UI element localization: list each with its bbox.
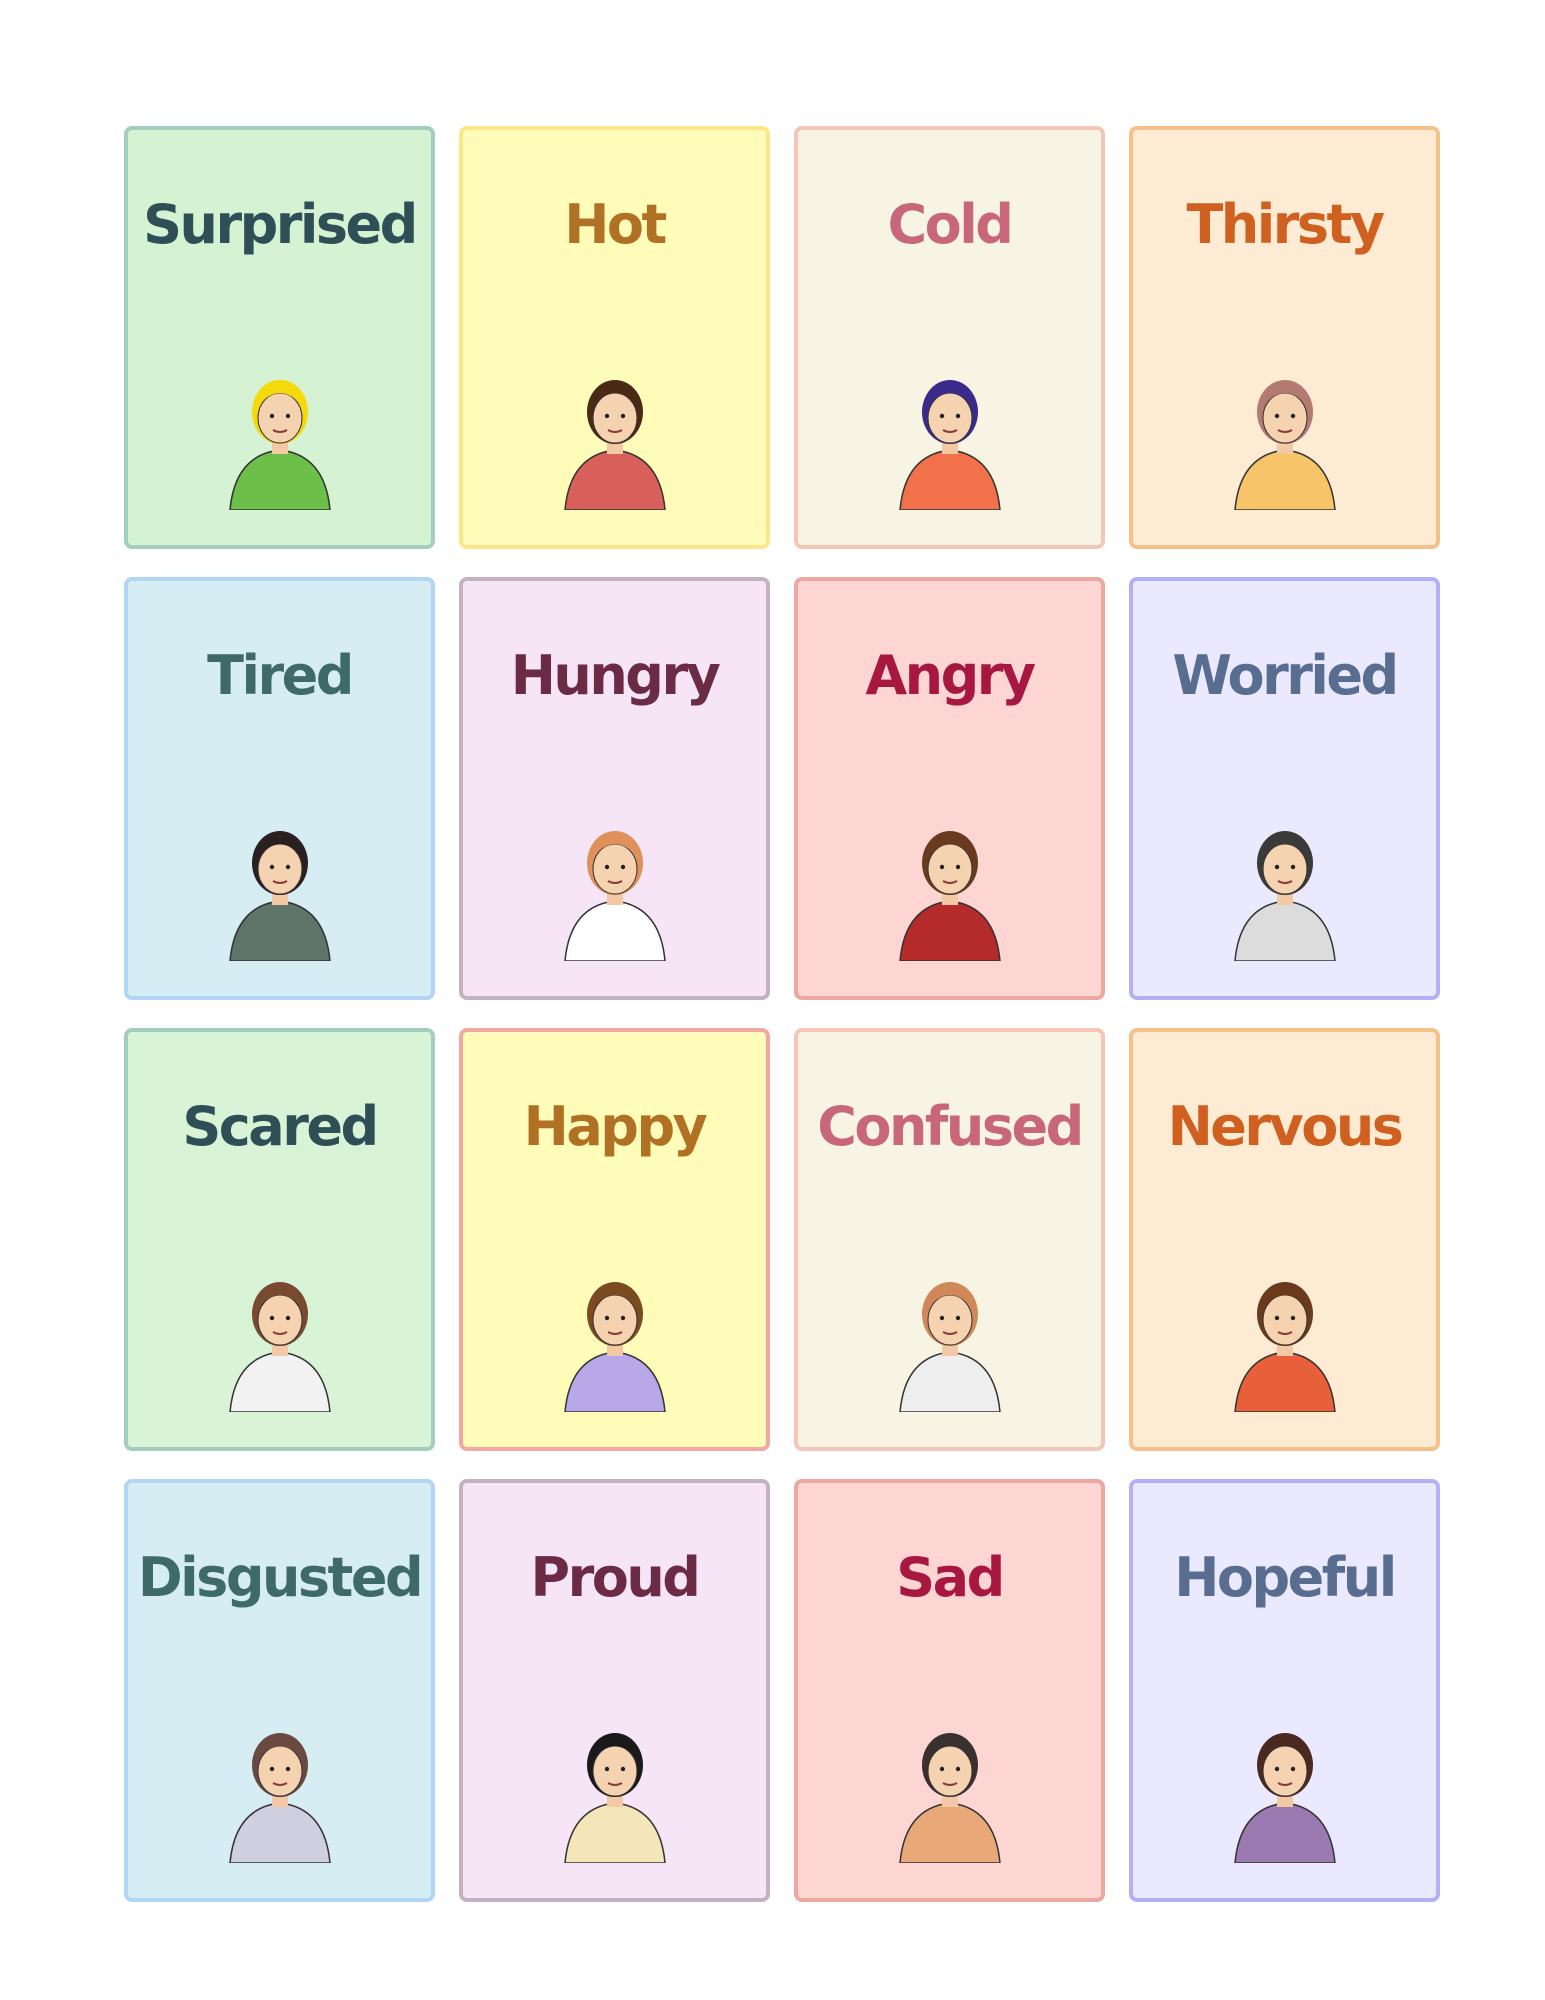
- emotion-label: Confused: [817, 1095, 1084, 1158]
- emotion-label: Disgusted: [137, 1546, 424, 1609]
- emotion-card-hungry: Hungry: [459, 577, 770, 1000]
- emotion-label: Angry: [865, 644, 1036, 707]
- emotion-card-sad: Sad: [794, 1479, 1105, 1902]
- flashcard-grid: Surprised Hot Cold Thirsty Tired Hungry Angry W…: [124, 126, 1440, 1902]
- emotion-card-tired: Tired: [124, 577, 435, 1000]
- emotion-label: Hopeful: [1174, 1546, 1397, 1609]
- surprised-woman-icon: [228, 380, 331, 510]
- emotion-card-thirsty: Thirsty: [1129, 126, 1440, 549]
- emotion-card-cold: Cold: [794, 126, 1105, 549]
- emotion-label: Surprised: [143, 193, 418, 256]
- emotion-label: Cold: [887, 193, 1014, 256]
- drinking-girl-icon: [1233, 380, 1336, 510]
- emotion-card-scared: Scared: [124, 1028, 435, 1451]
- tired-man-icon: [228, 831, 331, 961]
- emotion-label: Worried: [1172, 644, 1399, 707]
- worried-man-icon: [1233, 831, 1336, 961]
- emotion-label: Proud: [530, 1546, 701, 1609]
- scared-woman-icon: [228, 1282, 331, 1412]
- emotion-card-hopeful: Hopeful: [1129, 1479, 1440, 1902]
- emotion-card-proud: Proud: [459, 1479, 770, 1902]
- emotion-label: Hungry: [510, 644, 721, 707]
- nervous-boy-icon: [1233, 1282, 1336, 1412]
- emotion-card-angry: Angry: [794, 577, 1105, 1000]
- emotion-label: Hot: [564, 193, 667, 256]
- sad-man-icon: [898, 1733, 1001, 1863]
- eating-girl-icon: [563, 831, 666, 961]
- emotion-card-worried: Worried: [1129, 577, 1440, 1000]
- hopeful-girl-icon: [1233, 1733, 1336, 1863]
- sweating-man-icon: [563, 380, 666, 510]
- proud-woman-icon: [563, 1733, 666, 1863]
- jumping-girl-icon: [563, 1282, 666, 1412]
- emotion-label: Scared: [182, 1095, 379, 1158]
- emotion-card-surprised: Surprised: [124, 126, 435, 549]
- emotion-card-nervous: Nervous: [1129, 1028, 1440, 1451]
- angry-man-icon: [898, 831, 1001, 961]
- disgusted-woman-icon: [228, 1733, 331, 1863]
- emotion-card-happy: Happy: [459, 1028, 770, 1451]
- confused-woman-icon: [898, 1282, 1001, 1412]
- emotion-card-confused: Confused: [794, 1028, 1105, 1451]
- emotion-label: Nervous: [1167, 1095, 1404, 1158]
- emotion-label: Sad: [896, 1546, 1005, 1609]
- emotion-card-hot: Hot: [459, 126, 770, 549]
- emotion-label: Happy: [523, 1095, 708, 1158]
- emotion-label: Tired: [207, 644, 354, 707]
- emotion-card-disgusted: Disgusted: [124, 1479, 435, 1902]
- shivering-boy-icon: [898, 380, 1001, 510]
- emotion-label: Thirsty: [1186, 193, 1385, 256]
